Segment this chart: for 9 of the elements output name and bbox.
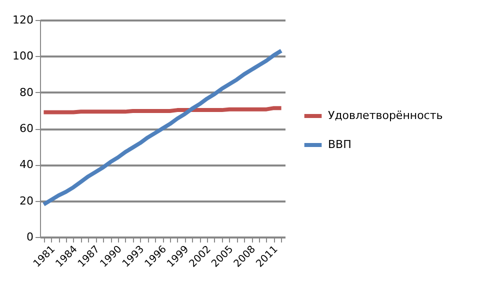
y-tick-label: 20 bbox=[20, 194, 34, 208]
y-tick-label: 100 bbox=[12, 50, 34, 63]
y-tick-label: 80 bbox=[20, 86, 34, 99]
legend-label: Удовлетворённость bbox=[328, 109, 443, 122]
legend-label: ВВП bbox=[328, 138, 352, 151]
y-tick-label: 120 bbox=[12, 14, 34, 26]
y-tick-label: 0 bbox=[26, 230, 34, 244]
y-tick-label: 60 bbox=[20, 122, 34, 135]
y-tick-label: 40 bbox=[20, 158, 34, 172]
